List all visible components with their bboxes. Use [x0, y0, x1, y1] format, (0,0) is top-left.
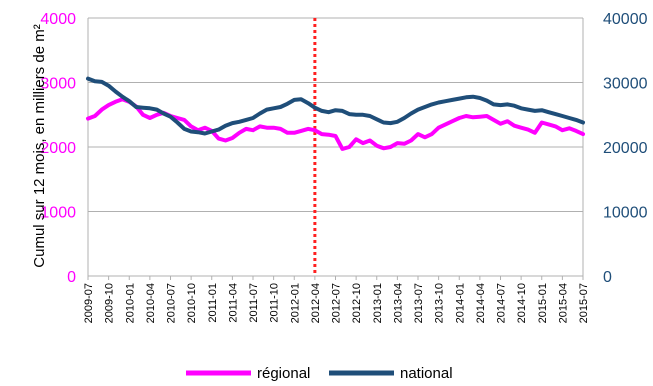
x-tick-label: 2014-10 [516, 283, 528, 323]
x-tick-label: 2012-10 [351, 283, 363, 323]
x-tick-label: 2013-01 [372, 283, 384, 323]
x-axis-ticks: 2009-07 2009-10 2010-01 2010-04 2010-07 2010-… [83, 276, 590, 323]
legend-label-national: national [400, 365, 453, 382]
x-tick-label: 2011-07 [248, 283, 260, 323]
x-tick-label: 2010-10 [186, 283, 198, 323]
left-tick-label: 0 [67, 269, 76, 286]
right-tick-label: 0 [603, 269, 612, 286]
y-axis-label: Cumul sur 12 mois, en milliers de m² [31, 24, 48, 267]
legend-label-regional: régional [257, 365, 310, 382]
left-axis-ticks: 0 1000 2000 3000 4000 [40, 11, 76, 286]
grid [87, 17, 584, 277]
x-tick-label: 2014-04 [475, 283, 487, 323]
x-tick-label: 2010-01 [124, 283, 136, 323]
x-tick-label: 2009-10 [104, 283, 116, 323]
x-tick-label: 2012-01 [289, 283, 301, 323]
x-tick-label: 2013-07 [413, 283, 425, 323]
right-tick-label: 40000 [603, 11, 648, 28]
left-tick-label: 1000 [40, 205, 76, 222]
x-tick-label: 2011-04 [227, 283, 239, 323]
right-tick-label: 20000 [603, 140, 648, 157]
x-tick-label: 2012-07 [331, 283, 343, 323]
x-tick-label: 2011-10 [269, 283, 281, 323]
x-tick-label: 2015-04 [557, 283, 569, 323]
x-tick-label: 2013-04 [392, 283, 404, 323]
left-tick-label: 2000 [40, 140, 76, 157]
right-tick-label: 30000 [603, 76, 648, 93]
series-line-regional [86, 97, 585, 151]
series-layer [86, 76, 585, 151]
x-tick-label: 2012-04 [310, 283, 322, 323]
x-tick-label: 2011-01 [207, 283, 219, 323]
x-tick-label: 2013-10 [434, 283, 446, 323]
x-tick-label: 2010-04 [145, 283, 157, 323]
left-tick-label: 3000 [40, 76, 76, 93]
left-tick-label: 4000 [40, 11, 76, 28]
legend: régional national [186, 365, 453, 382]
x-tick-label: 2010-07 [166, 283, 178, 323]
x-tick-label: 2015-07 [578, 283, 590, 323]
x-tick-label: 2014-07 [496, 283, 508, 323]
x-tick-label: 2014-01 [454, 283, 466, 323]
right-tick-label: 10000 [603, 205, 648, 222]
series-line-national [86, 76, 585, 136]
x-tick-label: 2009-07 [83, 283, 95, 323]
x-tick-label: 2015-01 [537, 283, 549, 323]
right-axis-ticks: 0 10000 20000 30000 40000 [603, 11, 648, 286]
